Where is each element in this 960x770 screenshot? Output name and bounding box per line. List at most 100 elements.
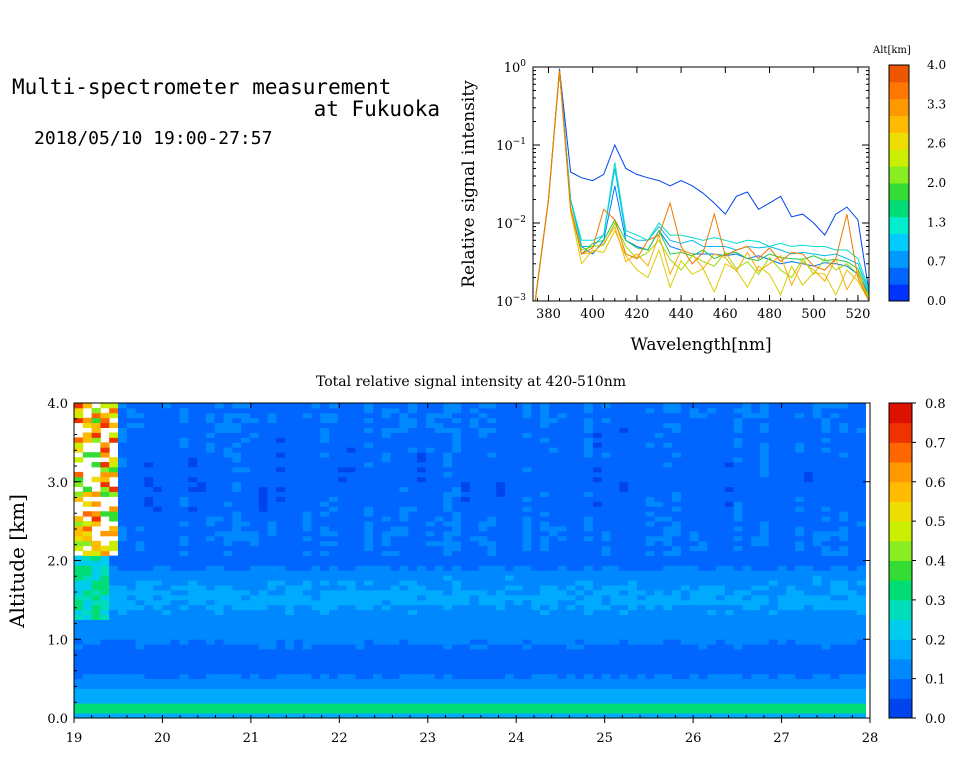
heatmap-cell bbox=[373, 634, 383, 640]
heatmap-cell bbox=[584, 521, 594, 527]
heatmap-cell bbox=[381, 649, 392, 655]
heatmap-cell bbox=[232, 506, 242, 512]
heatmap-cell bbox=[364, 457, 374, 463]
heatmap-cell bbox=[276, 466, 286, 473]
heatmap-cell bbox=[188, 713, 198, 719]
heatmap-cell bbox=[417, 649, 427, 655]
heatmap-cell bbox=[285, 575, 295, 581]
heatmap-cell bbox=[179, 516, 189, 522]
heatmap-cell bbox=[161, 599, 172, 606]
heatmap-cell bbox=[161, 457, 172, 463]
heatmap-cell bbox=[478, 668, 488, 675]
heatmap-cell bbox=[267, 678, 277, 684]
heatmap-cell bbox=[443, 432, 453, 438]
heatmap-cell bbox=[91, 708, 101, 714]
heatmap-cell bbox=[267, 673, 277, 680]
heatmap-cell bbox=[672, 452, 682, 458]
heatmap-cell bbox=[698, 693, 708, 699]
heatmap-cell bbox=[680, 486, 691, 492]
heatmap-cell bbox=[531, 535, 541, 542]
heatmap-cell bbox=[249, 678, 260, 684]
heatmap-cell bbox=[197, 565, 207, 571]
heatmap-cell bbox=[223, 594, 233, 601]
heatmap-cell bbox=[452, 634, 462, 640]
heatmap-cell bbox=[531, 634, 541, 640]
heatmap-cell bbox=[672, 417, 682, 424]
heatmap-cell bbox=[645, 599, 655, 606]
heatmap-cell bbox=[417, 471, 427, 478]
heatmap-cell bbox=[399, 614, 409, 620]
heatmap-cell bbox=[724, 590, 735, 596]
heatmap-cell bbox=[249, 570, 260, 576]
heatmap-cell bbox=[188, 693, 198, 699]
heatmap-cell bbox=[636, 654, 647, 660]
heatmap-cell bbox=[601, 649, 611, 655]
heatmap-cell bbox=[663, 604, 673, 611]
heatmap-cell bbox=[469, 658, 479, 665]
heatmap-cell bbox=[592, 407, 603, 414]
heatmap-cell bbox=[531, 457, 541, 463]
heatmap-cell bbox=[135, 693, 145, 699]
heatmap-cell bbox=[443, 491, 453, 497]
spectrum-series-7 bbox=[534, 70, 870, 302]
heatmap-cell bbox=[144, 457, 154, 463]
heatmap-cell bbox=[337, 599, 348, 606]
heatmap-cell bbox=[496, 526, 506, 532]
heatmap-cell bbox=[408, 447, 418, 453]
heatmap-cell bbox=[496, 432, 506, 438]
heatmap-cell bbox=[478, 614, 488, 620]
heatmap-cell bbox=[355, 432, 365, 438]
heatmap-cell bbox=[496, 422, 506, 429]
heatmap-cell bbox=[689, 516, 699, 522]
heatmap-cell bbox=[100, 476, 110, 483]
heatmap-cell bbox=[381, 422, 392, 429]
heatmap-cell bbox=[293, 437, 304, 443]
heatmap-cell bbox=[399, 437, 409, 443]
heatmap-cell bbox=[672, 663, 682, 670]
heatmap-cell bbox=[575, 476, 585, 483]
heatmap-cell bbox=[417, 575, 427, 581]
heatmap-cell bbox=[548, 550, 559, 556]
heatmap-cell bbox=[724, 545, 735, 552]
heatmap-cell bbox=[249, 442, 260, 448]
heatmap-cell bbox=[258, 462, 268, 468]
heatmap-cell bbox=[425, 585, 436, 591]
heatmap-cell bbox=[654, 555, 664, 561]
heatmap-cell bbox=[478, 550, 488, 556]
heatmap-cell bbox=[170, 462, 180, 468]
heatmap-cell bbox=[346, 658, 356, 665]
heatmap-cell bbox=[161, 580, 172, 586]
heatmap-cell bbox=[680, 427, 691, 433]
heatmap-cell bbox=[707, 703, 717, 709]
heatmap-cell bbox=[417, 511, 427, 517]
heatmap-cell bbox=[117, 668, 128, 675]
heatmap-cell bbox=[425, 644, 436, 650]
heatmap-cell bbox=[469, 619, 479, 625]
heatmap-cell bbox=[689, 511, 699, 517]
heatmap-cell bbox=[504, 486, 515, 492]
heatmap-cell bbox=[170, 668, 180, 675]
heatmap-cell bbox=[346, 668, 356, 675]
heatmap-cell bbox=[707, 649, 717, 655]
heatmap-cell bbox=[566, 501, 576, 507]
heatmap-cell bbox=[320, 550, 330, 556]
heatmap-cell bbox=[241, 575, 251, 581]
heatmap-cell bbox=[276, 422, 286, 429]
heatmap-cell bbox=[698, 654, 708, 660]
heatmap-cell bbox=[548, 516, 559, 522]
heatmap-cell bbox=[575, 555, 585, 561]
heatmap-cell bbox=[144, 447, 154, 453]
heatmap-cell bbox=[716, 412, 726, 419]
heatmap-cell bbox=[135, 506, 145, 512]
heatmap-cell bbox=[417, 486, 427, 492]
heatmap-cell bbox=[109, 530, 119, 537]
heatmap-cell bbox=[197, 703, 207, 709]
heatmap-cell bbox=[276, 442, 286, 448]
heatmap-cell bbox=[707, 432, 717, 438]
heatmap-cell bbox=[267, 649, 277, 655]
heatmap-cell bbox=[557, 585, 567, 591]
heatmap-cell bbox=[285, 683, 295, 689]
heatmap-cell bbox=[346, 663, 356, 670]
heatmap-cell bbox=[188, 580, 198, 586]
heatmap-cell bbox=[425, 624, 436, 630]
